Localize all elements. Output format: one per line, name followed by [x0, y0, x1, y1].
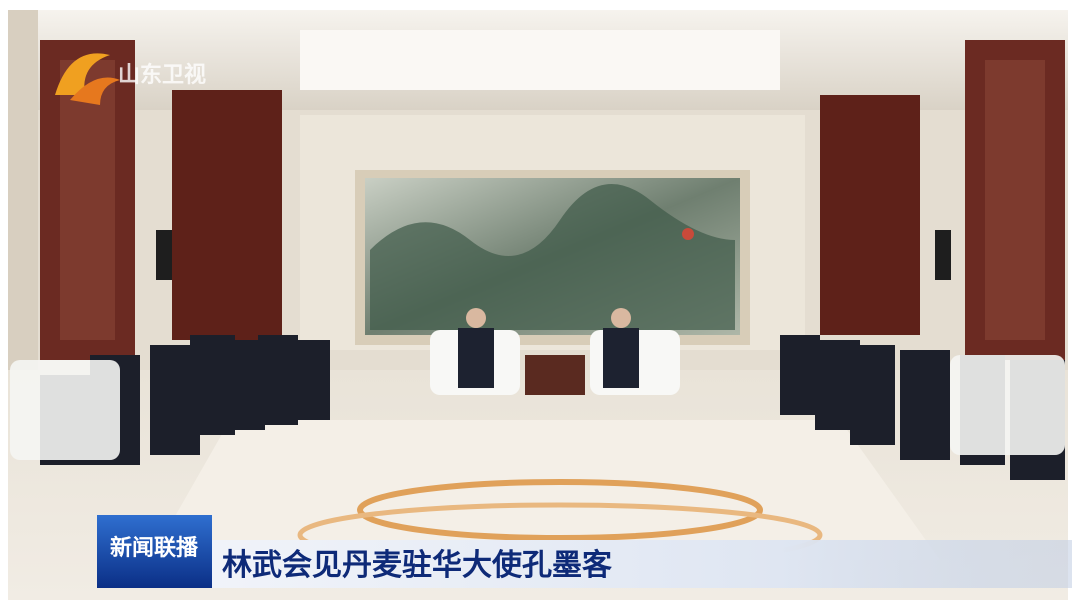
program-name: 新闻联播	[110, 535, 199, 561]
caption-bar: 新闻联播 林武会见丹麦驻华大使孔墨客	[97, 515, 1072, 588]
caption-background	[97, 540, 1072, 588]
scene	[8, 10, 1068, 600]
headline: 林武会见丹麦驻华大使孔墨客	[222, 548, 612, 583]
logo-text: 山东卫视	[118, 62, 206, 88]
program-badge	[97, 515, 212, 588]
station-logo: 山东卫视	[55, 53, 206, 105]
